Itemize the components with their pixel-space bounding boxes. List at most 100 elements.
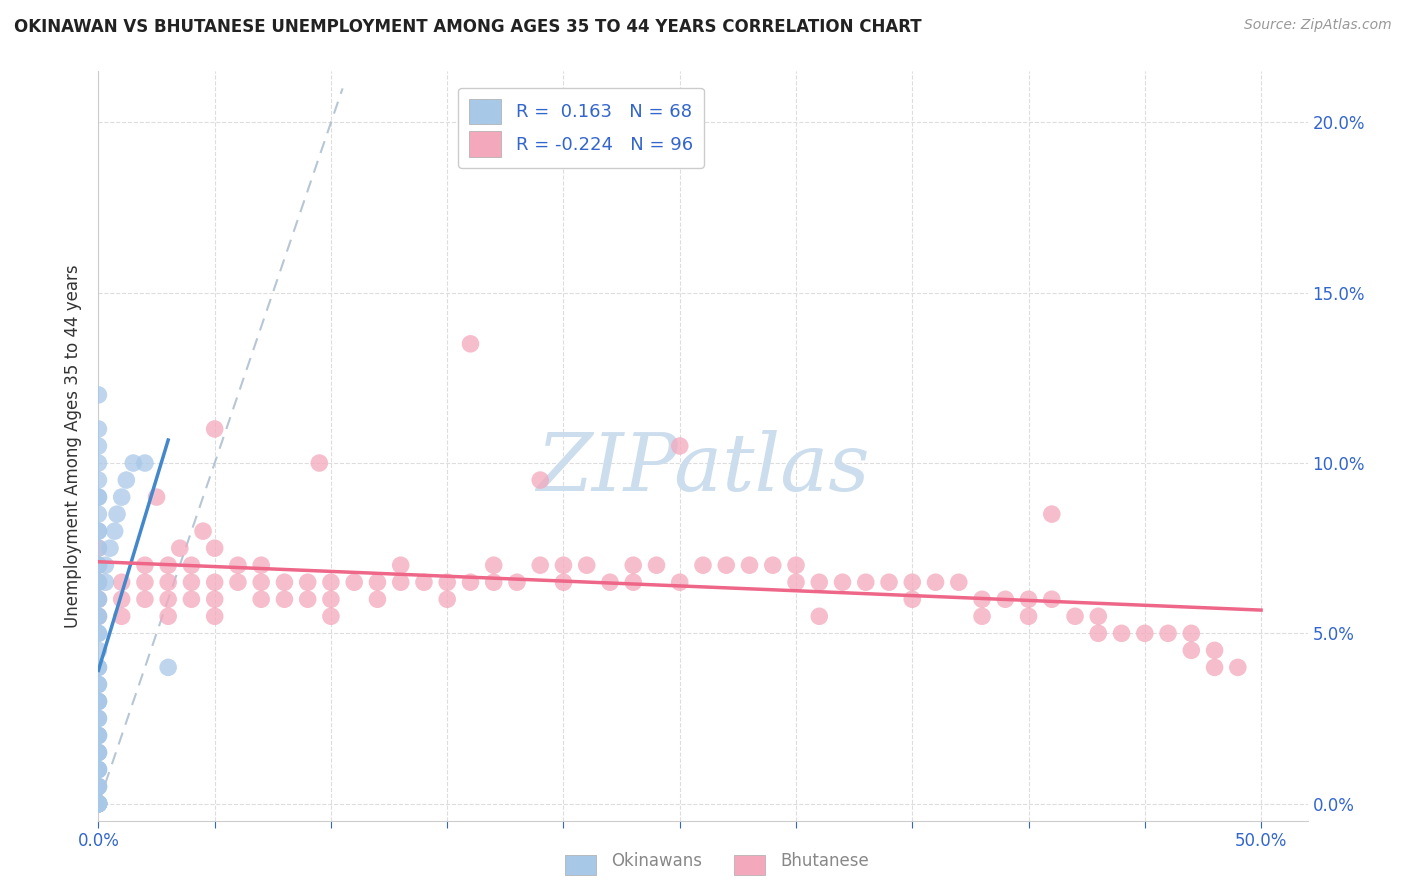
- Point: [122, 456, 145, 470]
- Point: [180, 558, 202, 573]
- Point: [716, 558, 738, 573]
- Point: [87, 797, 110, 811]
- Point: [87, 490, 110, 504]
- Point: [901, 592, 924, 607]
- Point: [87, 763, 110, 777]
- Point: [204, 592, 226, 607]
- Point: [87, 558, 110, 573]
- Point: [105, 507, 128, 521]
- Point: [180, 575, 202, 590]
- Point: [204, 422, 226, 436]
- Point: [621, 575, 644, 590]
- Point: [529, 473, 551, 487]
- Point: [645, 558, 668, 573]
- Point: [87, 541, 110, 556]
- Point: [87, 797, 110, 811]
- Point: [668, 439, 690, 453]
- Point: [157, 660, 180, 674]
- Point: [134, 456, 156, 470]
- Point: [87, 660, 110, 674]
- Point: [436, 592, 458, 607]
- Point: [87, 609, 110, 624]
- Point: [1018, 592, 1040, 607]
- Point: [87, 592, 110, 607]
- Point: [87, 490, 110, 504]
- Point: [87, 575, 110, 590]
- Point: [250, 575, 273, 590]
- Point: [87, 797, 110, 811]
- Point: [94, 575, 117, 590]
- Point: [970, 609, 993, 624]
- Point: [87, 711, 110, 725]
- Point: [762, 558, 785, 573]
- Point: [87, 797, 110, 811]
- Point: [319, 592, 342, 607]
- Point: [1040, 592, 1063, 607]
- Text: Bhutanese: Bhutanese: [780, 852, 869, 870]
- Point: [157, 609, 180, 624]
- Point: [250, 558, 273, 573]
- Point: [134, 592, 156, 607]
- Point: [87, 422, 110, 436]
- Point: [145, 490, 167, 504]
- Point: [1226, 660, 1249, 674]
- Point: [553, 558, 575, 573]
- Point: [506, 575, 529, 590]
- Point: [877, 575, 900, 590]
- Point: [808, 609, 831, 624]
- Point: [1204, 660, 1226, 674]
- Point: [87, 677, 110, 691]
- Point: [87, 677, 110, 691]
- Point: [169, 541, 191, 556]
- Point: [87, 439, 110, 453]
- Point: [366, 592, 388, 607]
- Point: [1157, 626, 1180, 640]
- Point: [157, 575, 180, 590]
- Point: [111, 592, 134, 607]
- Point: [87, 797, 110, 811]
- Text: Okinawans: Okinawans: [612, 852, 703, 870]
- Point: [87, 729, 110, 743]
- Point: [87, 797, 110, 811]
- Point: [180, 592, 202, 607]
- Point: [1087, 609, 1109, 624]
- Text: ZIPatlas: ZIPatlas: [536, 430, 870, 508]
- Point: [343, 575, 366, 590]
- Point: [87, 592, 110, 607]
- Point: [1064, 609, 1087, 624]
- Point: [1204, 643, 1226, 657]
- Point: [157, 558, 180, 573]
- Point: [389, 575, 412, 590]
- Point: [1018, 609, 1040, 624]
- Point: [924, 575, 946, 590]
- Point: [134, 575, 156, 590]
- Point: [87, 746, 110, 760]
- Point: [297, 575, 319, 590]
- Point: [1180, 643, 1202, 657]
- Point: [87, 456, 110, 470]
- Point: [87, 626, 110, 640]
- Point: [204, 575, 226, 590]
- Point: [621, 558, 644, 573]
- Point: [191, 524, 214, 538]
- Point: [87, 797, 110, 811]
- Point: [87, 797, 110, 811]
- Point: [111, 490, 134, 504]
- Point: [87, 541, 110, 556]
- Point: [87, 609, 110, 624]
- Point: [134, 558, 156, 573]
- Point: [273, 592, 295, 607]
- Point: [87, 797, 110, 811]
- Point: [87, 711, 110, 725]
- Point: [366, 575, 388, 590]
- Point: [104, 524, 127, 538]
- Point: [87, 797, 110, 811]
- Point: [482, 558, 505, 573]
- Point: [115, 473, 138, 487]
- Point: [87, 694, 110, 708]
- Point: [87, 626, 110, 640]
- Point: [785, 575, 807, 590]
- Point: [87, 592, 110, 607]
- Point: [389, 558, 412, 573]
- Point: [87, 473, 110, 487]
